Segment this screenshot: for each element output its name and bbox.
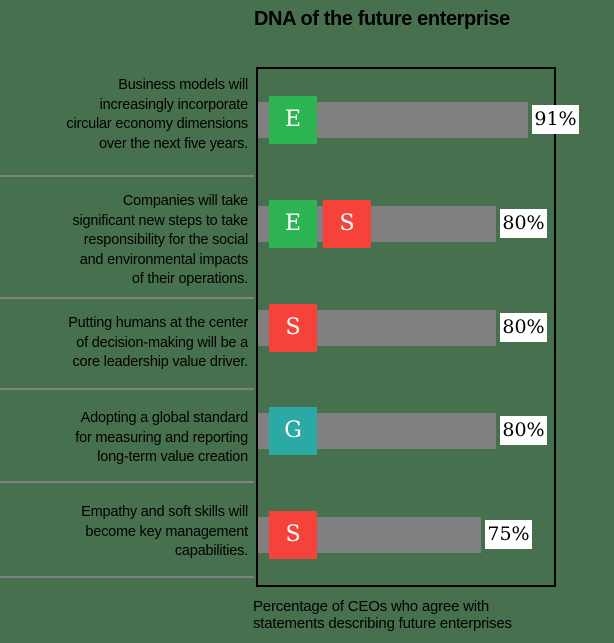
statement-line: Companies will take (122, 193, 248, 209)
bar-row: G 80% (258, 407, 598, 455)
statement-line: increasingly incorporate (99, 96, 249, 113)
bar-row: S 75% (258, 511, 598, 559)
statement-line: of their operations. (131, 271, 248, 287)
esg-badge-s: S (323, 200, 371, 248)
bar-row: E 91% (258, 96, 598, 144)
row-divider (0, 297, 254, 299)
statement-label: Adopting a global standard for measuring… (0, 409, 248, 468)
chart-caption: Percentage of CEOs who agree with statem… (253, 598, 603, 632)
row-divider (0, 576, 254, 578)
esg-badge-s: S (269, 511, 317, 559)
bar-row: E S 80% (258, 200, 598, 248)
value-label: 80% (500, 209, 547, 238)
statement-line: Adopting a global standard (80, 410, 249, 426)
esg-badge-e: E (269, 200, 317, 248)
esg-badge-e: E (269, 96, 317, 144)
statement-line: circular economy dimensions (66, 116, 248, 132)
statement-line: and environmental impacts (79, 251, 248, 268)
row-divider (0, 175, 254, 177)
statement-line: responsibility for the social (83, 232, 248, 248)
statement-label: Putting humans at the center of decision… (0, 314, 248, 373)
esg-badge-g: G (269, 407, 317, 455)
statement-line: capabilities. (174, 543, 248, 559)
statement-line: Putting humans at the center (68, 315, 248, 331)
row-divider (0, 388, 254, 390)
statement-line: for measuring and reporting (75, 429, 248, 446)
caption-line: Percentage of CEOs who agree with (253, 598, 490, 615)
value-label: 91% (532, 105, 579, 134)
statement-line: over the next five years. (99, 135, 248, 152)
statement-line: significant new steps to take (72, 212, 248, 229)
statement-label: Empathy and soft skills will become key … (0, 503, 248, 562)
statement-line: Empathy and soft skills will (81, 504, 248, 520)
value-label: 80% (500, 416, 547, 445)
statement-line: of decision-making will be a (76, 334, 248, 351)
statement-line: long-term value creation (97, 449, 248, 465)
caption-line: statements describing future enterprises (253, 614, 512, 632)
statement-label: Companies will take significant new step… (0, 192, 248, 290)
value-label: 75% (485, 520, 532, 549)
plot-frame (256, 67, 556, 587)
esg-badge-s: S (269, 304, 317, 352)
chart-title: DNA of the future enterprise (254, 8, 510, 30)
statement-line: Business models will (118, 77, 248, 93)
bar-row: S 80% (258, 304, 598, 352)
row-divider (0, 481, 254, 483)
statement-line: become key management (85, 523, 248, 540)
statement-line: core leadership value driver. (72, 354, 248, 370)
statement-label: Business models will increasingly incorp… (0, 76, 248, 154)
value-label: 80% (500, 313, 547, 342)
